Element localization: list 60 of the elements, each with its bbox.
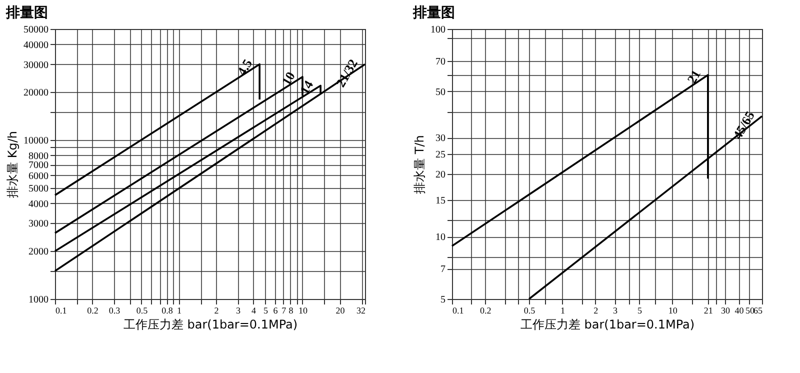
text: 21 bbox=[684, 67, 704, 86]
x-tick-label: 0.5 bbox=[136, 306, 148, 316]
x-tick-label: 3 bbox=[613, 306, 618, 316]
y-tick-label: 15 bbox=[436, 195, 446, 206]
x-tick-label: 0.1 bbox=[56, 306, 67, 316]
y-tick-label: 20 bbox=[436, 170, 446, 181]
y-axis-title: 排水量 T/h bbox=[412, 135, 426, 194]
x-tick-label: 20 bbox=[336, 306, 346, 316]
y-tick-label: 7 bbox=[440, 264, 446, 276]
x-tick-label: 3 bbox=[236, 306, 242, 316]
y-tick-label: 3000 bbox=[28, 218, 48, 230]
x-tick-label: 1 bbox=[560, 306, 565, 316]
y-tick-label: 5 bbox=[440, 294, 446, 306]
y-tick-label: 5000 bbox=[28, 183, 48, 194]
y-tick-label: 100 bbox=[430, 24, 446, 36]
y-tick-label: 25 bbox=[436, 149, 446, 160]
x-tick-label: 30 bbox=[720, 306, 730, 316]
y-tick-label: 8000 bbox=[28, 150, 48, 162]
x-tick-label: 0.1 bbox=[452, 306, 464, 316]
x-tick-label: 5 bbox=[263, 306, 268, 316]
x-tick-label: 40 bbox=[734, 306, 744, 316]
x-tick-label: 0.2 bbox=[480, 306, 492, 316]
y-tick-label: 30 bbox=[436, 133, 446, 144]
chart-title: 排量图 bbox=[412, 5, 455, 21]
y-tick-label: 6000 bbox=[28, 170, 48, 182]
y-tick-label: 2000 bbox=[28, 246, 48, 258]
text: 10 bbox=[278, 69, 298, 88]
x-tick-label: 6 bbox=[273, 306, 278, 316]
x-tick-label: 50 bbox=[745, 306, 755, 316]
x-tick-label: 2 bbox=[594, 306, 598, 316]
y-tick-label: 10000 bbox=[24, 136, 48, 147]
x-axis-title: 工作压力差 bar(1bar=0.1MPa) bbox=[123, 318, 298, 332]
y-tick-label: 1000 bbox=[28, 294, 48, 306]
x-tick-label: 10 bbox=[298, 306, 308, 316]
x-tick-label: 2 bbox=[214, 306, 219, 316]
y-tick-label: 10 bbox=[436, 232, 446, 244]
x-tick-label: 0.3 bbox=[108, 306, 121, 316]
x-axis-title: 工作压力差 bar(1bar=0.1MPa) bbox=[520, 318, 695, 332]
y-tick-label: 50000 bbox=[24, 24, 48, 36]
x-tick-label: 10 bbox=[668, 306, 678, 316]
x-tick-label: 65 bbox=[754, 306, 763, 316]
x-tick-label: 7 bbox=[282, 306, 287, 316]
x-tick-label: 4 bbox=[251, 306, 256, 316]
y-tick-label: 40000 bbox=[24, 40, 48, 51]
y-tick-label: 30000 bbox=[24, 60, 48, 71]
x-tick-label: 32 bbox=[356, 306, 366, 316]
y-tick-label: 50 bbox=[436, 86, 446, 98]
x-tick-label: 8 bbox=[288, 306, 294, 316]
y-tick-label: 70 bbox=[436, 56, 446, 68]
chart-title: 排量图 bbox=[5, 5, 48, 21]
x-tick-label: 21 bbox=[704, 306, 713, 316]
x-tick-label: 0.5 bbox=[524, 306, 536, 316]
x-tick-label: 0.2 bbox=[87, 306, 98, 316]
y-axis-title: 排水量 Kg/h bbox=[6, 131, 20, 198]
x-tick-label: 0.8 bbox=[162, 306, 174, 316]
y-tick-label: 7000 bbox=[28, 160, 48, 172]
y-tick-label: 20000 bbox=[24, 88, 48, 99]
x-tick-label: 1 bbox=[176, 306, 182, 316]
x-tick-label: 5 bbox=[637, 306, 642, 316]
y-tick-label: 4000 bbox=[28, 198, 48, 210]
